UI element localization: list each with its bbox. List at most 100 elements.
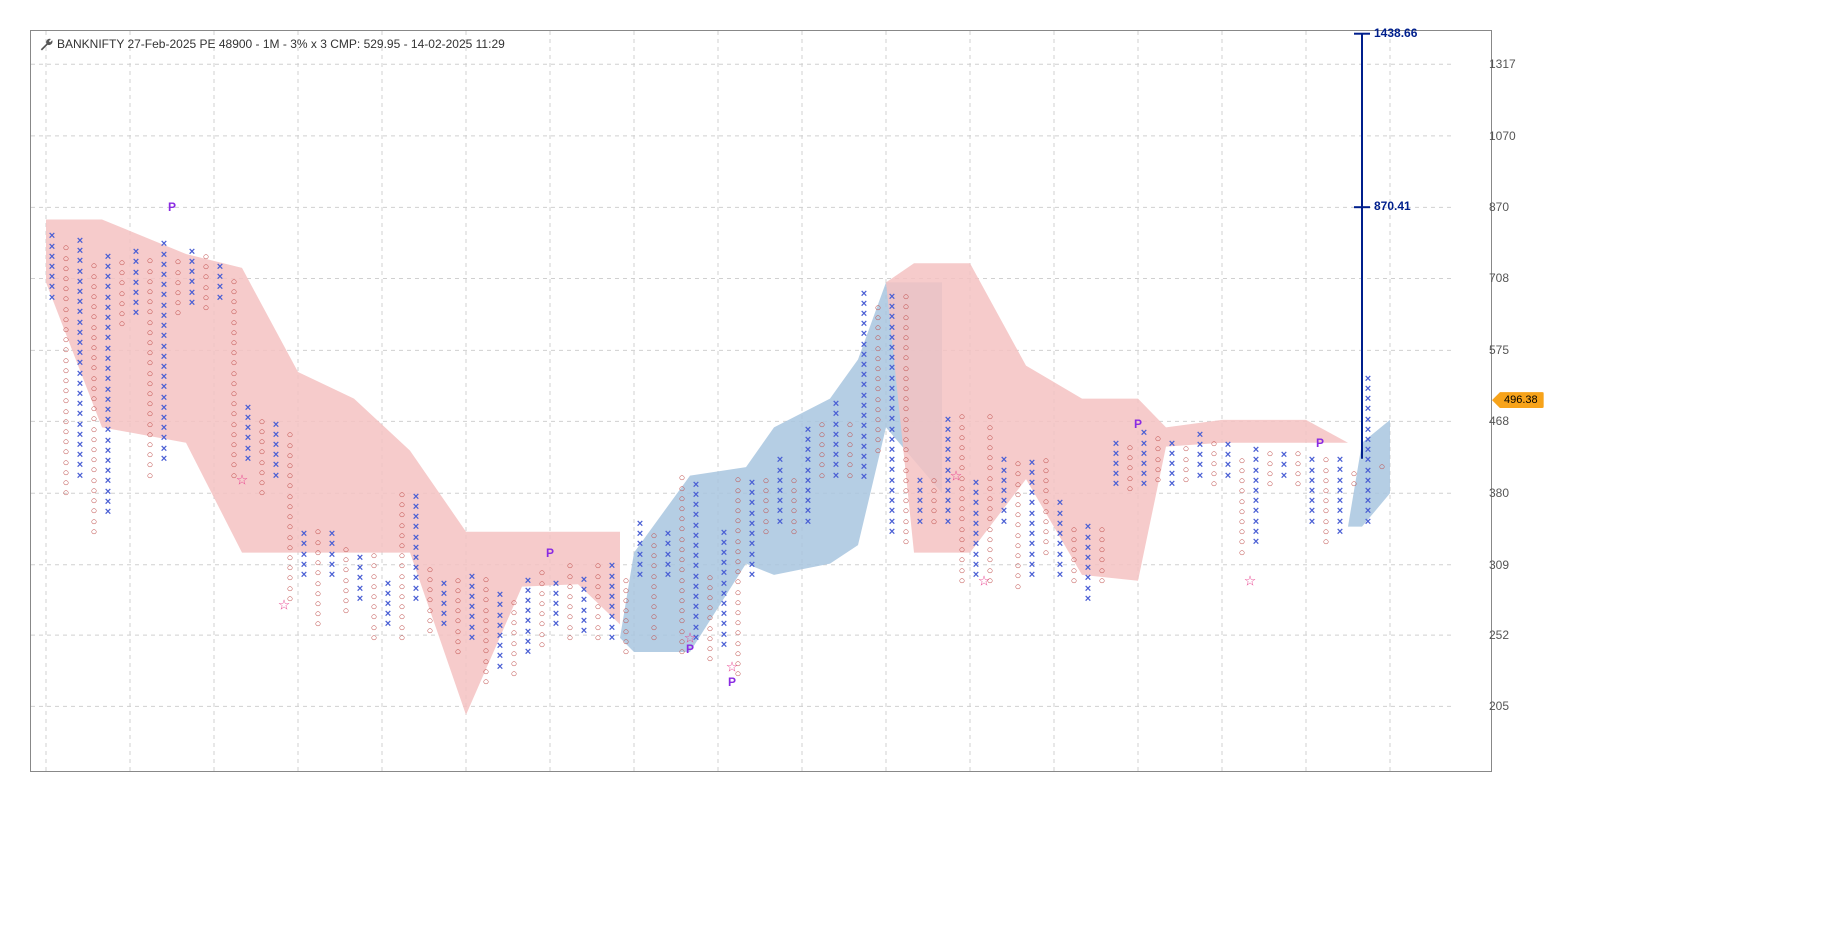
pnf-column: ○○○○○○ — [1068, 31, 1082, 771]
pnf-column: ××××××× — [466, 31, 480, 771]
pnf-column: ○○○○○○○○○○○○○○○○○○○○○○ — [144, 31, 158, 771]
pnf-column: ×××××××××× — [802, 31, 816, 771]
target-price-label: 870.41 — [1374, 199, 1411, 213]
star-marker: ☆ — [1244, 572, 1257, 589]
pnf-column: ×××××××× — [1334, 31, 1348, 771]
pnf-column: ×××××××××××××××××××××××× — [74, 31, 88, 771]
star-marker: ☆ — [278, 596, 291, 613]
y-tick-label: 252 — [1489, 628, 1509, 642]
y-tick-label: 708 — [1489, 271, 1509, 285]
pnf-column: ××××× — [326, 31, 340, 771]
pnf-column: ×××××××××× — [970, 31, 984, 771]
pnf-column: ○○○○○○○ — [424, 31, 438, 771]
pnf-column: ×××××××××× — [1250, 31, 1264, 771]
p-marker: P — [168, 200, 176, 214]
pnf-column: ○○○○○○○○○○○○○○○○○ — [984, 31, 998, 771]
pnf-column: ○○○○○○○ — [116, 31, 130, 771]
pnf-column: ○○○○○○ — [760, 31, 774, 771]
star-marker: ☆ — [978, 572, 991, 589]
pnf-column: ○○○○○○○○○ — [1320, 31, 1334, 771]
y-tick-label: 380 — [1489, 486, 1509, 500]
y-tick-label: 205 — [1489, 699, 1509, 713]
pnf-column: ××××××××××× — [410, 31, 424, 771]
pnf-column: ××××× — [914, 31, 928, 771]
pnf-column: ×××××××× — [522, 31, 536, 771]
pnf-column: ××× — [1278, 31, 1292, 771]
pnf-column: ×××××××××××××××××××××××× — [886, 31, 900, 771]
p-marker: P — [1316, 436, 1324, 450]
pnf-column: ×××××× — [1138, 31, 1152, 771]
pnf-column: ××××× — [662, 31, 676, 771]
target-price-label: 1438.66 — [1374, 26, 1417, 40]
pnf-column: ○○○○○○○○○○○○○○○○○ — [956, 31, 970, 771]
pnf-column: ×××××××××××××××××××××× — [158, 31, 172, 771]
pnf-column: ×××××× — [634, 31, 648, 771]
pnf-column: ○○○○○○○○ — [592, 31, 606, 771]
pnf-column: ○ — [1376, 31, 1390, 771]
pnf-column: ×××××× — [270, 31, 284, 771]
pnf-column: ○○○○○○○○ — [508, 31, 522, 771]
pnf-column: ××××××× — [130, 31, 144, 771]
pnf-column: ○○○○○ — [1124, 31, 1138, 771]
pnf-column: ×××× — [214, 31, 228, 771]
pnf-column: ××××× — [1166, 31, 1180, 771]
pnf-column: ○○○○○○○○○○○○○○○○○○○○○○○○○ — [900, 31, 914, 771]
pnf-column: ○○○○○○ — [844, 31, 858, 771]
pnf-column: ○○○○○○ — [200, 31, 214, 771]
pnf-column: ○○○○○○○○○ — [704, 31, 718, 771]
pnf-column: ○○○○○○○ — [340, 31, 354, 771]
pnf-column: ○○○○○○○○○○ — [1236, 31, 1250, 771]
current-price-marker: 496.38 — [1492, 392, 1544, 408]
pnf-column: ○○ — [1348, 31, 1362, 771]
pnf-column: ××××××××××××××× — [1362, 31, 1376, 771]
pnf-column: ○○○○ — [1264, 31, 1278, 771]
chart-title-row: BANKNIFTY 27-Feb-2025 PE 48900 - 1M - 3%… — [39, 37, 505, 51]
pnf-column: ○○○○○ — [1152, 31, 1166, 771]
pnf-column: ××××× — [438, 31, 452, 771]
pnf-column: ○○○○○○○○ — [256, 31, 270, 771]
pnf-column: ×××××× — [242, 31, 256, 771]
pnf-column: ○○○○○○○○○○○○○○○○○○○○○○○○○ — [60, 31, 74, 771]
p-marker: P — [728, 675, 736, 689]
pnf-column: ××××× — [550, 31, 564, 771]
pnf-column: ××××× — [354, 31, 368, 771]
wrench-icon[interactable] — [39, 37, 53, 51]
pnf-column: ○○○○○○○○○○ — [312, 31, 326, 771]
pnf-column: ○○○○○○○○ — [620, 31, 634, 771]
pnf-column: ○○○○○○ — [788, 31, 802, 771]
y-tick-label: 1317 — [1489, 57, 1516, 71]
pnf-column: ××××××× — [1306, 31, 1320, 771]
pnf-column: ×××××××× — [606, 31, 620, 771]
pnf-column: ○○○○○ — [1208, 31, 1222, 771]
pnf-column: ○○○○ — [1292, 31, 1306, 771]
pnf-column: ××××××××××××××××××× — [858, 31, 872, 771]
pnf-column: ○○○○○○ — [816, 31, 830, 771]
pnf-column: ×××××× — [186, 31, 200, 771]
pnf-column: ○○○○○○○○○○○○○○○ — [396, 31, 410, 771]
pnf-column: ××××× — [1110, 31, 1124, 771]
pnf-column: ××××××× — [998, 31, 1012, 771]
p-marker: P — [546, 546, 554, 560]
pnf-column: ×××××××××××××××××××××××××× — [102, 31, 116, 771]
pnf-column: ×××××××× — [1082, 31, 1096, 771]
plot-area[interactable]: ×××××××○○○○○○○○○○○○○○○○○○○○○○○○○××××××××… — [31, 31, 1451, 771]
y-tick-label: 575 — [1489, 343, 1509, 357]
pnf-column: ×××××××× — [494, 31, 508, 771]
pnf-column: ×××××××××××× — [1026, 31, 1040, 771]
y-tick-label: 309 — [1489, 558, 1509, 572]
pnf-column: ○○○○○ — [928, 31, 942, 771]
pnf-column: ××××× — [1194, 31, 1208, 771]
pnf-column: ○○○○○○ — [1096, 31, 1110, 771]
star-marker: ☆ — [950, 467, 963, 484]
star-marker: ☆ — [236, 471, 249, 488]
pnf-column: ××××× — [382, 31, 396, 771]
pnf-column: ××××××× — [774, 31, 788, 771]
pnf-column: ○○○○○○○○○○○○○○○○○○○○○○○○○○○ — [88, 31, 102, 771]
chart-title: BANKNIFTY 27-Feb-2025 PE 48900 - 1M - 3%… — [57, 37, 505, 51]
pnf-column: ×××××××× — [1054, 31, 1068, 771]
pnf-column: ××××××× — [46, 31, 60, 771]
pnf-column: ○○○○○○○○○○○○○ — [1012, 31, 1026, 771]
pnf-column: ○○○○○○○○○○○ — [480, 31, 494, 771]
star-marker: ☆ — [684, 629, 697, 646]
pnf-column: ○○○○○○○○○○○ — [648, 31, 662, 771]
